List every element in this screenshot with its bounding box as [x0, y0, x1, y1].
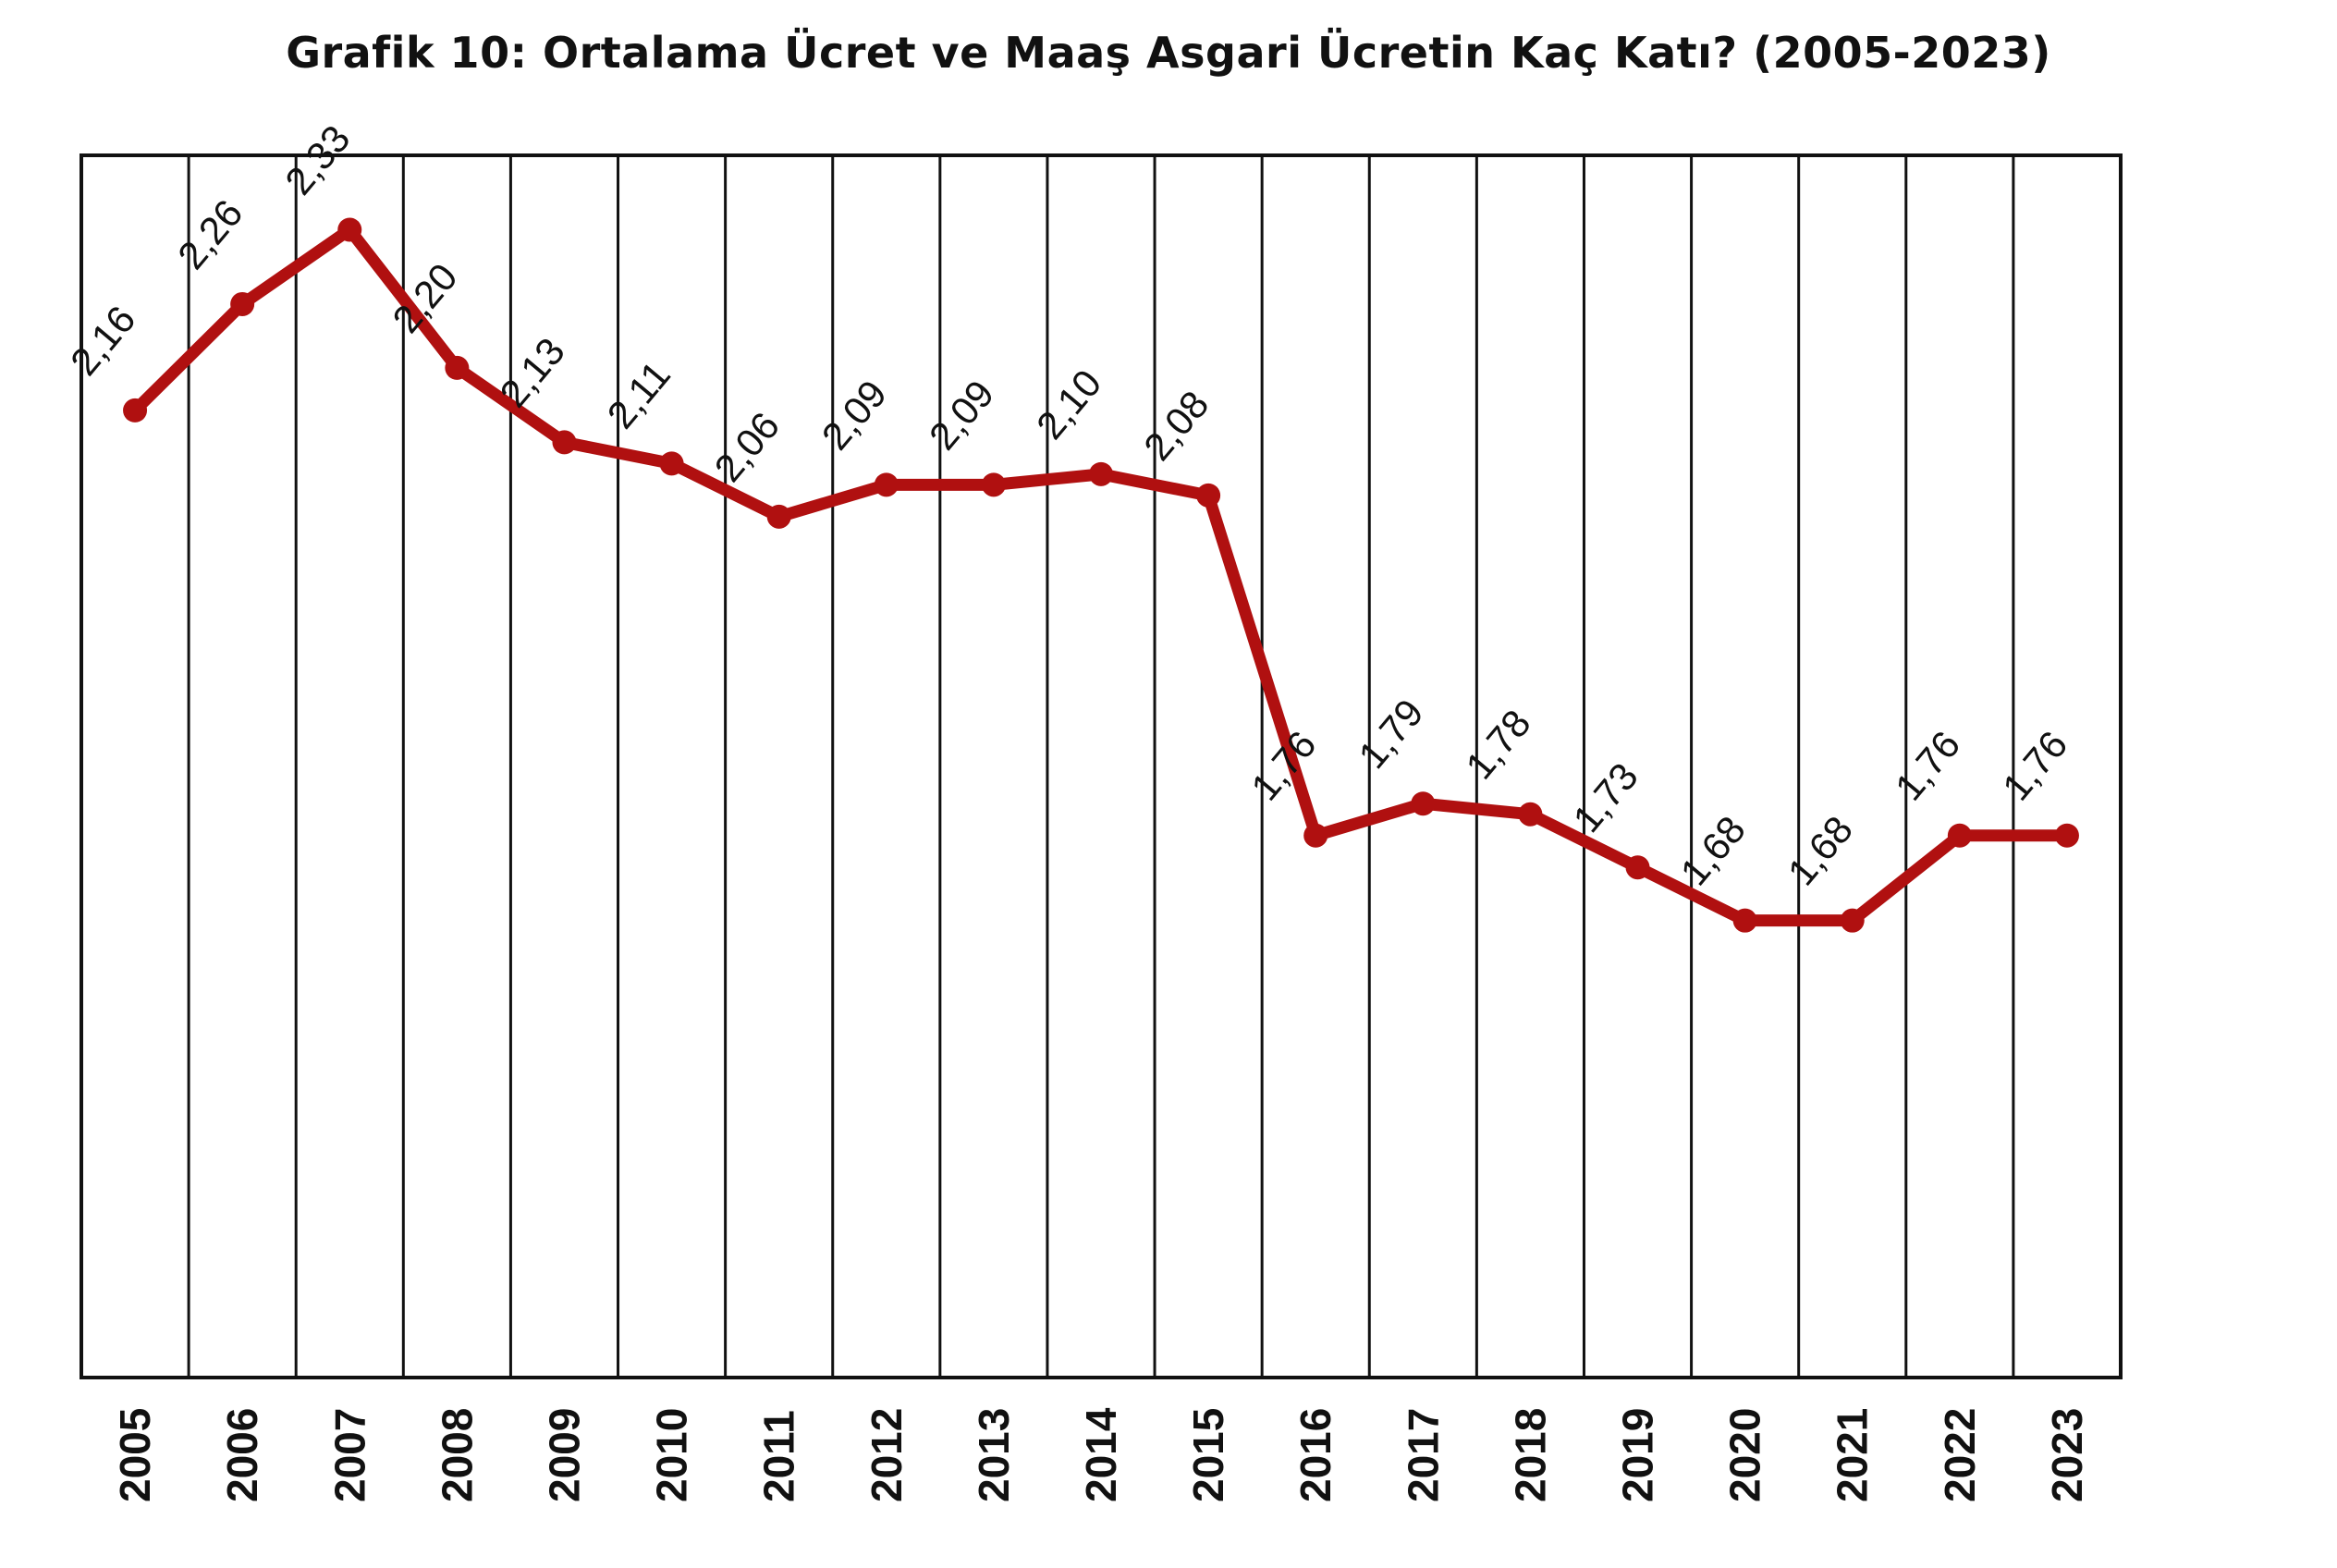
x-tick-label-2012: 2012: [863, 1408, 911, 1502]
series-line: [128, 223, 2074, 927]
data-labels: 2,162,262,332,202,13 2,112,06 2,09 2,09 2,10…: [62, 116, 2075, 893]
data-point-2017: [1411, 791, 1436, 816]
x-tick-label-2019: 2019: [1614, 1408, 1662, 1502]
data-label-2018: 1,78: [1457, 702, 1539, 788]
x-tick-label-2020: 2020: [1721, 1408, 1769, 1502]
x-tick-label-2015: 2015: [1184, 1408, 1232, 1502]
data-point-2005: [123, 398, 148, 423]
x-tick-label-2021: 2021: [1829, 1408, 1877, 1502]
data-label-2019: 1,73: [1564, 754, 1646, 840]
data-label-2015: 2,08: [1135, 383, 1217, 469]
data-label-2016: 1,76: [1242, 723, 1325, 809]
x-tick-label-2022: 2022: [1936, 1408, 1984, 1502]
data-point-2019: [1625, 855, 1650, 880]
series-polyline: [128, 223, 2074, 927]
x-tick-label-2017: 2017: [1399, 1408, 1447, 1502]
x-tick-label-2007: 2007: [325, 1408, 373, 1502]
data-points: [123, 217, 2079, 933]
data-label-2017: 1,79: [1350, 691, 1432, 777]
data-point-2021: [1840, 908, 1865, 933]
grid-lines: [187, 155, 2015, 1378]
data-point-2015: [1196, 483, 1221, 508]
data-point-2020: [1732, 908, 1757, 933]
x-tick-label-2006: 2006: [218, 1408, 266, 1502]
data-label-2020: 1,68: [1672, 808, 1755, 894]
data-point-2014: [1089, 461, 1113, 486]
data-label-2006: 2,26: [169, 191, 251, 277]
data-point-2008: [445, 355, 470, 380]
data-label-2014: 2,10: [1028, 361, 1110, 447]
data-point-2009: [552, 430, 577, 455]
x-tick-label-2018: 2018: [1506, 1408, 1554, 1502]
x-axis-tick-labels: 2005 2006 2007 2008 2009 2010 2011 2012 2013 2014…: [111, 1407, 2091, 1502]
data-label-2011: 2,06: [706, 404, 789, 490]
x-tick-label-2008: 2008: [433, 1408, 481, 1502]
x-tick-label-2023: 2023: [2043, 1408, 2091, 1502]
data-point-2013: [981, 472, 1006, 497]
data-label-2008: 2,20: [384, 255, 466, 341]
plot-frame: [80, 153, 2123, 1379]
data-label-2007: 2,33: [276, 116, 359, 202]
data-point-2006: [230, 291, 255, 316]
data-point-2011: [766, 504, 791, 529]
x-tick-label-2014: 2014: [1077, 1407, 1125, 1502]
data-point-2022: [1947, 823, 1972, 848]
data-point-2010: [659, 451, 684, 476]
data-label-2010: 2,11: [598, 353, 679, 436]
x-tick-label-2010: 2010: [648, 1408, 696, 1502]
data-point-2007: [337, 217, 362, 242]
x-tick-label-2009: 2009: [540, 1408, 588, 1502]
x-tick-label-2011: 2011: [755, 1410, 803, 1502]
data-label-2012: 2,09: [814, 372, 896, 458]
chart-title: Grafik 10: Ortalama Ücret ve Maaş Asgari…: [286, 28, 2051, 78]
data-label-2021: 1,68: [1780, 808, 1862, 894]
data-label-2022: 1,76: [1887, 723, 1969, 809]
data-label-2013: 2,09: [921, 372, 1003, 458]
x-tick-label-2016: 2016: [1291, 1408, 1340, 1502]
x-tick-label-2013: 2013: [970, 1408, 1018, 1502]
data-label-2005: 2,16: [62, 298, 144, 384]
data-point-2016: [1303, 823, 1328, 848]
data-point-2023: [2054, 823, 2079, 848]
data-label-2023: 1,76: [1994, 723, 2076, 809]
x-tick-label-2005: 2005: [111, 1408, 159, 1502]
data-point-2018: [1518, 802, 1543, 827]
data-point-2012: [874, 472, 899, 497]
